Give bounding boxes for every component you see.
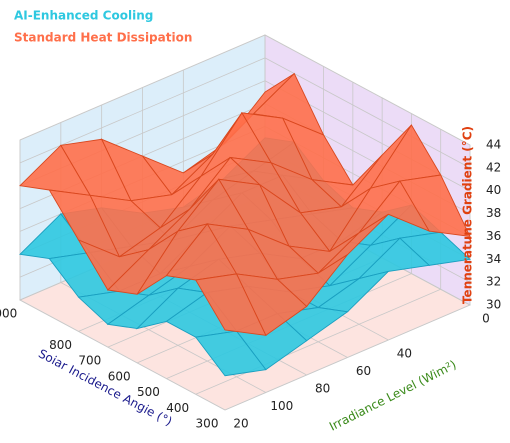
surface-cell: [194, 330, 267, 377]
grid-line: [19, 34, 266, 141]
legend-entry: AI-Enhanced Cooling: [14, 9, 153, 23]
y-tick-label: 100: [270, 399, 293, 413]
grid-line: [264, 34, 471, 146]
z-tick-label: 36: [486, 229, 501, 243]
y-tick-label: 20: [233, 417, 248, 431]
z-tick-label: 44: [486, 138, 501, 152]
y-axis-label: Irradiance Level (Wim²): [327, 357, 459, 433]
x-tick-label: 500: [137, 385, 160, 399]
y-tick-label: 0: [482, 312, 490, 326]
y-tick-label: 80: [315, 382, 330, 396]
z-tick-label: 32: [486, 275, 501, 289]
y-tick-label: 60: [356, 364, 371, 378]
x-tick-label: 1000: [0, 307, 17, 321]
grid-line: [264, 57, 471, 169]
z-tick-label: 30: [486, 298, 501, 312]
z-axis-label: Tenneratune Gradient (°C): [461, 126, 475, 304]
surfaces: [19, 72, 471, 377]
grid-line: [19, 299, 226, 411]
y-tick-label: 40: [397, 347, 412, 361]
x-tick-label: 700: [78, 354, 101, 368]
x-tick-label: 400: [166, 401, 189, 415]
x-tick-label: 300: [196, 417, 219, 431]
surface-cell: [194, 273, 267, 336]
x-tick-label: 800: [49, 338, 72, 352]
z-tick-label: 40: [486, 183, 501, 197]
z-tick-label: 34: [486, 252, 501, 266]
z-tick-label: 42: [486, 160, 501, 174]
x-tick-label: 600: [108, 369, 131, 383]
z-tick-label: 38: [486, 206, 501, 220]
legend-entry: Standard Heat Dissipation: [14, 31, 192, 45]
